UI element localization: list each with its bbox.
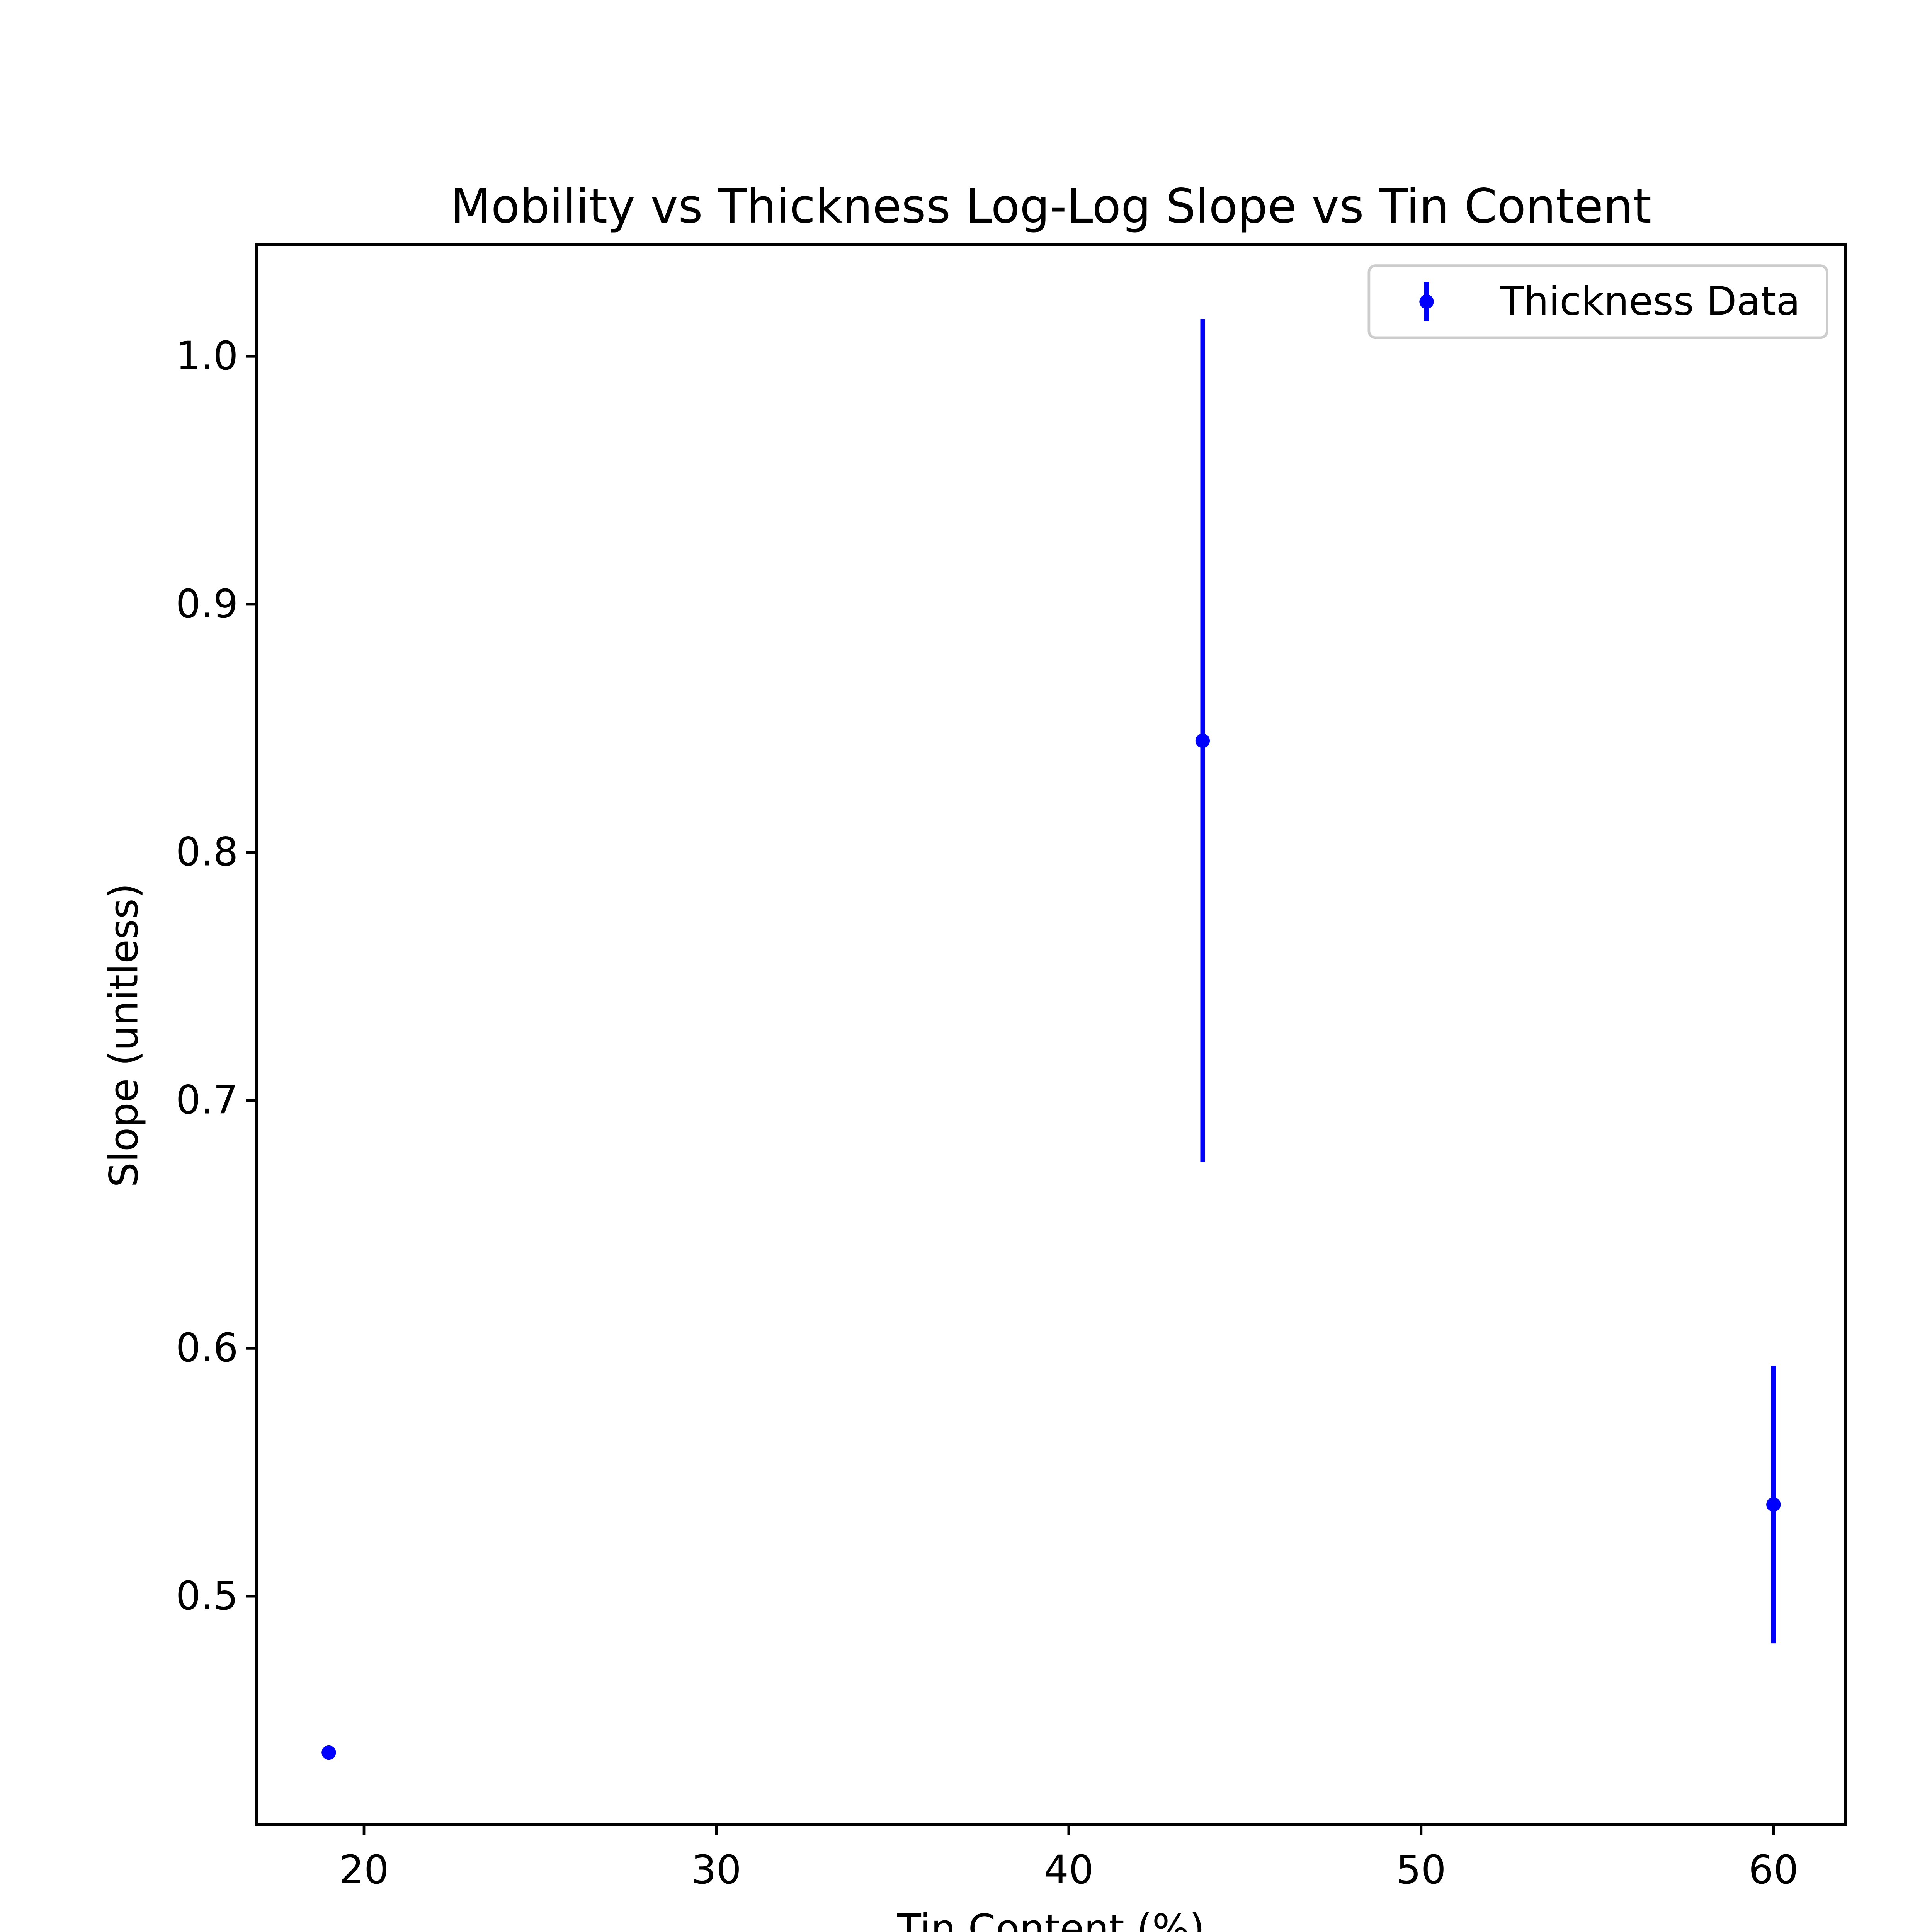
x-tick-label: 50 — [1396, 1847, 1446, 1893]
data-point — [1195, 733, 1210, 748]
legend-label: Thickness Data — [1500, 279, 1800, 324]
y-tick-label: 0.6 — [176, 1325, 238, 1371]
y-tick-label: 0.9 — [176, 581, 238, 627]
plot-frame — [255, 243, 1847, 1826]
data-point — [321, 1745, 336, 1760]
x-tick-label: 30 — [691, 1847, 741, 1893]
chart-title: Mobility vs Thickness Log-Log Slope vs T… — [451, 179, 1652, 234]
y-tick-label: 1.0 — [176, 333, 238, 379]
x-axis-label: Tin Content (%) — [897, 1906, 1205, 1932]
data-point — [1766, 1497, 1781, 1512]
y-tick-label: 0.8 — [176, 829, 238, 875]
y-tick-label: 0.5 — [176, 1573, 238, 1619]
x-tick-label: 40 — [1044, 1847, 1094, 1893]
y-axis-label: Slope (unitless) — [101, 883, 147, 1187]
y-tick-label: 0.7 — [176, 1077, 238, 1122]
legend-box — [1367, 264, 1828, 339]
x-tick-label: 20 — [339, 1847, 389, 1893]
x-tick-label: 60 — [1748, 1847, 1798, 1893]
legend-marker — [1419, 294, 1434, 309]
